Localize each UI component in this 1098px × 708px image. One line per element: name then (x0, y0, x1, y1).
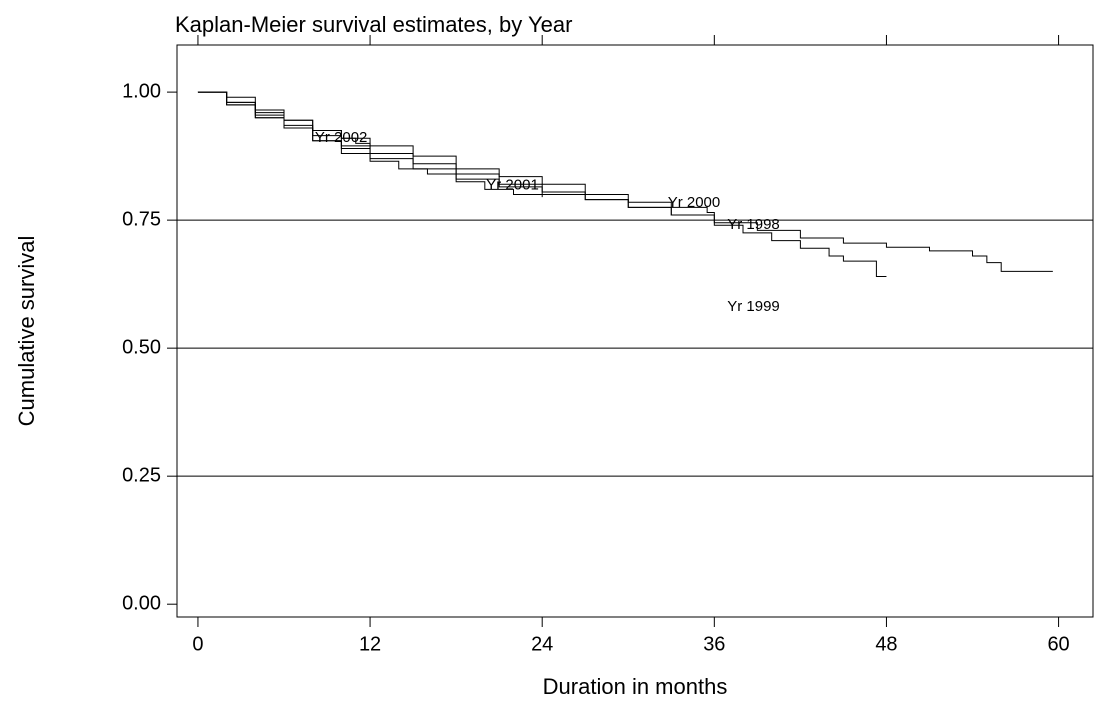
chart-title: Kaplan-Meier survival estimates, by Year (175, 12, 572, 37)
y-tick-label: 1.00 (122, 80, 161, 102)
x-tick-label: 48 (875, 633, 897, 655)
x-tick-label: 12 (359, 633, 381, 655)
curve-label: Yr 1999 (727, 298, 780, 315)
survival-curve (197, 91, 371, 149)
y-tick-label: 0.75 (122, 208, 161, 230)
x-axis-label: Duration in months (543, 674, 728, 699)
curve-label: Yr 1998 (727, 216, 780, 233)
y-axis-label: Cumulative survival (14, 236, 39, 427)
curve-label: Yr 2000 (668, 194, 721, 211)
survival-curve (197, 91, 1053, 272)
x-tick-label: 24 (531, 633, 553, 655)
plot-frame (176, 44, 1094, 618)
curve-label: Yr 2001 (486, 176, 539, 193)
survival-curve (197, 91, 715, 216)
curve-label: Yr 2002 (315, 129, 368, 146)
x-tick-label: 60 (1047, 633, 1069, 655)
y-tick-label: 0.25 (122, 464, 161, 486)
y-tick-label: 0.00 (122, 592, 161, 614)
y-tick-label: 0.50 (122, 336, 161, 358)
x-tick-label: 36 (703, 633, 725, 655)
survival-curve (197, 91, 543, 198)
x-tick-label: 0 (192, 633, 203, 655)
